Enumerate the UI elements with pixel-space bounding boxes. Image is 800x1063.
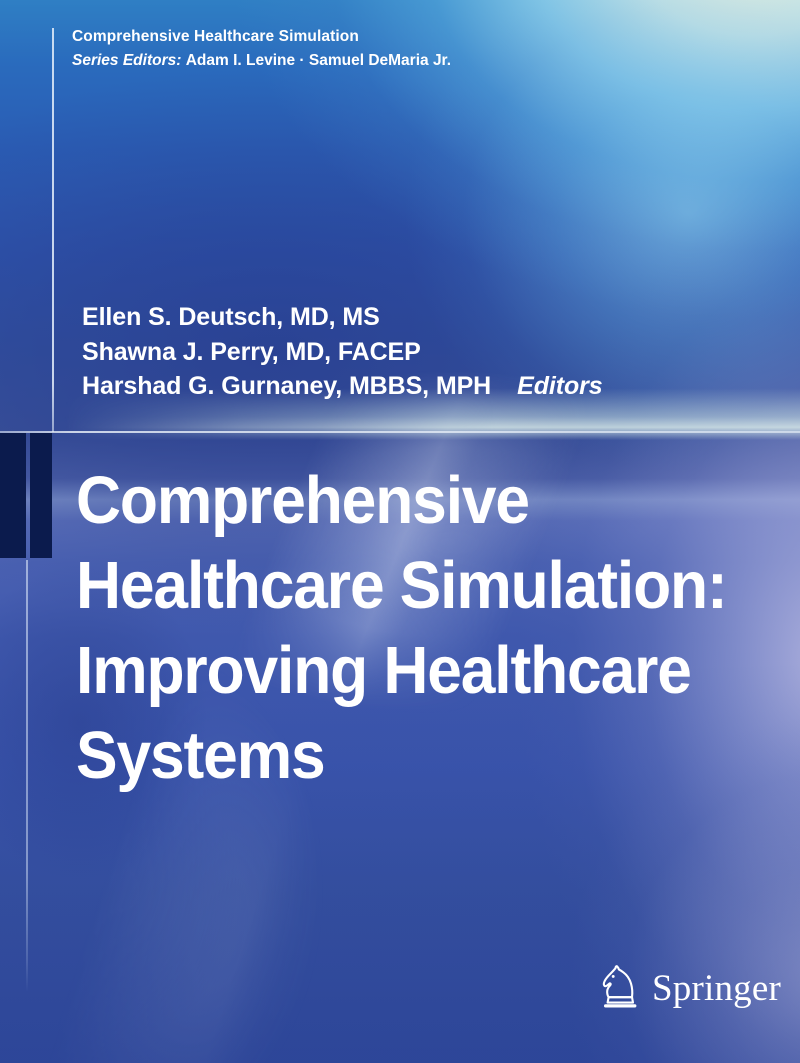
vertical-rule-bottom bbox=[26, 560, 28, 992]
editors-role-label: Editors bbox=[517, 372, 603, 400]
publisher-name: Springer bbox=[652, 967, 782, 1009]
book-title: Comprehensive Healthcare Simulation: Imp… bbox=[76, 458, 776, 798]
editor-name: Ellen S. Deutsch, MD, MS bbox=[82, 300, 732, 335]
series-title: Comprehensive Healthcare Simulation bbox=[72, 28, 359, 45]
title-line: Healthcare Simulation: bbox=[76, 548, 728, 623]
series-header: Comprehensive Healthcare Simulation Seri… bbox=[72, 28, 732, 70]
series-editors: Series Editors: Adam I. Levine · Samuel … bbox=[72, 52, 732, 71]
title-line: Systems bbox=[76, 718, 326, 793]
series-editors-label: Series Editors: bbox=[72, 51, 182, 69]
knight-chess-piece-icon bbox=[602, 965, 637, 1008]
title-line: Improving Healthcare bbox=[76, 633, 692, 708]
editor-name-text: Shawna J. Perry, MD, FACEP bbox=[82, 337, 421, 366]
editor-name-text: Ellen S. Deutsch, MD, MS bbox=[82, 303, 380, 331]
editor-name: Shawna J. Perry, MD, FACEP bbox=[82, 335, 732, 370]
vertical-rule-top bbox=[52, 28, 54, 432]
horizontal-rule bbox=[0, 431, 800, 433]
editor-name: Harshad G. Gurnaney, MBBS, MPH Editors bbox=[82, 369, 732, 404]
title-line: Comprehensive bbox=[76, 463, 530, 538]
publisher-logo: Springer bbox=[598, 962, 781, 1014]
navy-block-inner bbox=[30, 433, 52, 558]
navy-block-outer bbox=[0, 433, 26, 558]
editors-list: Ellen S. Deutsch, MD, MS Shawna J. Perry… bbox=[82, 300, 732, 404]
editor-name-text: Harshad G. Gurnaney, MBBS, MPH bbox=[82, 372, 492, 400]
series-editors-names: Adam I. Levine · Samuel DeMaria Jr. bbox=[185, 51, 452, 69]
